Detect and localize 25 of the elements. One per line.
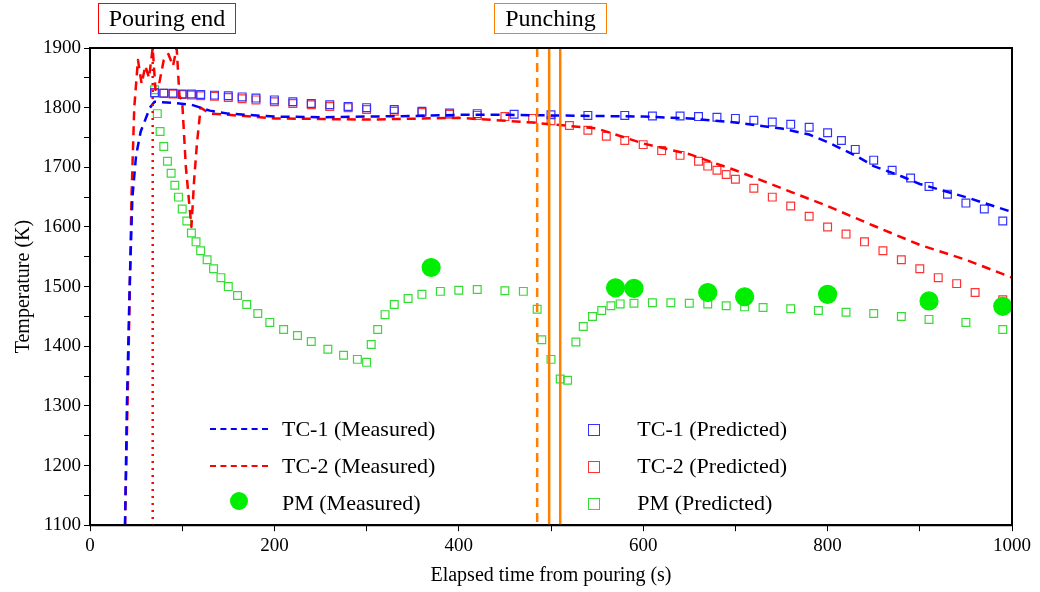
legend-label: PM (Measured) (282, 489, 421, 516)
y-tick-label: 1500 (43, 274, 81, 296)
legend-label: PM (Predicted) (637, 489, 773, 516)
legend-label: TC-1 (Measured) (282, 415, 436, 442)
x-tick-label: 600 (628, 533, 658, 555)
legend-label: TC-2 (Predicted) (637, 452, 788, 479)
y-tick-label: 1200 (43, 453, 81, 475)
y-tick-label: 1300 (43, 393, 81, 415)
y-tick-label: 1400 (43, 334, 81, 356)
y-tick-label: 1600 (43, 214, 81, 236)
x-axis-title: Elapsed time from pouring (s) (430, 563, 672, 587)
y-tick-label: 1900 (43, 35, 81, 57)
x-tick-label: 200 (260, 533, 289, 555)
y-tick-label: 1800 (43, 95, 81, 117)
ref-line-label: Punching (494, 3, 607, 34)
y-axis-title: Temperature (K) (11, 219, 35, 354)
legend-label: TC-2 (Measured) (282, 452, 436, 479)
ref-line-label: Pouring end (97, 3, 237, 34)
x-tick-label: 800 (813, 533, 842, 555)
x-tick-label: 400 (444, 533, 474, 555)
y-tick-label: 1700 (43, 155, 81, 177)
x-tick-label: 0 (85, 533, 95, 555)
x-tick-label: 1000 (993, 533, 1031, 555)
y-tick-label: 1100 (43, 513, 81, 535)
legend-label: TC-1 (Predicted) (637, 415, 788, 442)
